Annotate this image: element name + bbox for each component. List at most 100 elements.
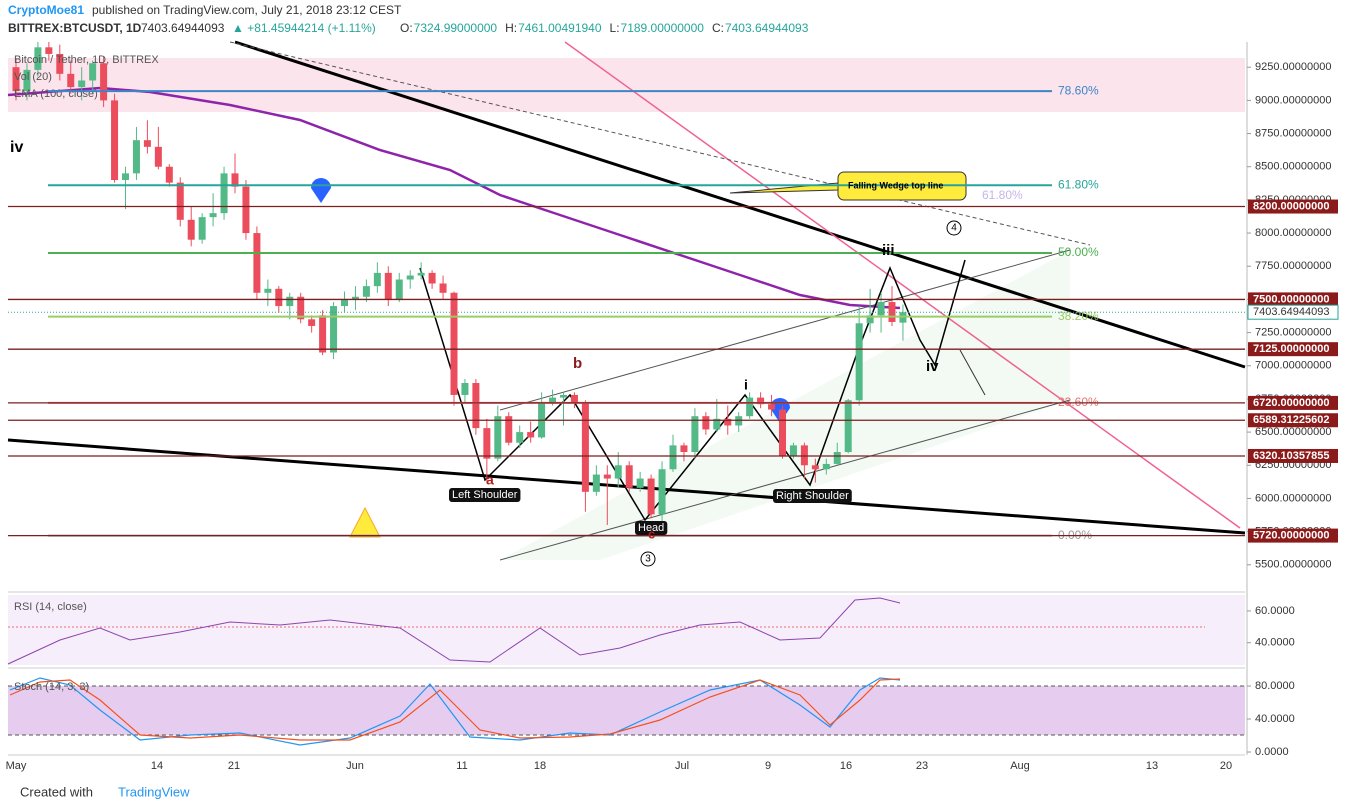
footer-brand[interactable]: TradingView xyxy=(118,784,190,799)
annotation: 61.80% xyxy=(982,188,1023,202)
level-label: 8200.00000000 xyxy=(1253,200,1329,212)
x-tick-label: Aug xyxy=(1010,760,1030,772)
candle-body xyxy=(560,394,567,398)
candle-body xyxy=(625,465,633,488)
annotation: i xyxy=(744,377,748,393)
candle-body xyxy=(439,283,447,293)
candle-body xyxy=(768,404,776,410)
change: ▲ +81.45944214 (+1.11%) xyxy=(232,21,376,35)
fib-label: 0.00% xyxy=(1058,528,1092,542)
candle-body xyxy=(220,173,228,214)
annotation-bg xyxy=(773,489,852,503)
candle-body xyxy=(12,67,20,92)
candle-body xyxy=(45,47,53,54)
channel-top xyxy=(499,249,1071,411)
candle-body xyxy=(811,465,819,470)
y-tick-label: 0.0000 xyxy=(1255,746,1289,758)
candle-body xyxy=(746,397,754,417)
candle-body xyxy=(373,272,381,287)
candle-body xyxy=(505,416,513,443)
fib-label: 61.80% xyxy=(1058,177,1099,191)
candle-body xyxy=(833,452,841,464)
y-tick-label: 80.0000 xyxy=(1255,680,1295,692)
wave-circle xyxy=(640,551,656,567)
stoch-d xyxy=(9,678,901,741)
published: published on TradingView.com, July 21, 2… xyxy=(92,3,402,17)
y-tick-label: 7750.00000000 xyxy=(1255,260,1331,272)
level-label: 6320.10357855 xyxy=(1253,450,1329,462)
current-label: 7403.64944093 xyxy=(1253,306,1329,318)
candle-body xyxy=(789,445,797,456)
level-box xyxy=(1248,448,1338,463)
candle-body xyxy=(614,465,622,479)
annotation: b xyxy=(573,355,582,372)
current-box xyxy=(1247,304,1339,320)
x-tick-label: Jun xyxy=(346,760,364,772)
candle-body xyxy=(351,296,359,300)
x-tick-label: 23 xyxy=(916,760,928,772)
candle-body xyxy=(111,100,119,180)
ohlc-value: 7189.00000000 xyxy=(621,21,705,35)
annotation: Right Shoulder xyxy=(776,490,849,502)
candle-body xyxy=(636,478,644,488)
author[interactable]: CryptoMoe81 xyxy=(8,3,84,17)
x-tick-label: 14 xyxy=(151,760,163,772)
ohlc-value: 7461.00491940 xyxy=(518,21,602,35)
candle-body xyxy=(100,63,108,101)
fib-label: 78.60% xyxy=(1058,83,1099,97)
y-tick-label: 6000.00000000 xyxy=(1255,492,1331,504)
candle-body xyxy=(395,279,403,300)
candle-body xyxy=(198,217,206,240)
level-label: 5720.00000000 xyxy=(1253,530,1329,542)
candle-body xyxy=(56,53,64,74)
level-box xyxy=(1248,199,1338,214)
candle-body xyxy=(78,80,86,88)
candle-body xyxy=(341,299,348,307)
rsi-pane xyxy=(8,595,1245,665)
x-tick-label: May xyxy=(6,760,27,772)
y-tick-label: 40.0000 xyxy=(1255,637,1295,649)
x-tick-label: 18 xyxy=(534,760,546,772)
candle-body xyxy=(472,383,480,429)
candle-body xyxy=(461,383,469,395)
y-tick-label: 9000.00000000 xyxy=(1255,94,1331,106)
candle-body xyxy=(450,292,458,395)
x-tick-label: 16 xyxy=(840,760,852,772)
candle-body xyxy=(67,73,75,88)
candle-body xyxy=(822,463,830,470)
candle-body xyxy=(330,306,338,353)
fib-label: 38.20% xyxy=(1058,309,1099,323)
candle-body xyxy=(417,272,425,276)
level-box xyxy=(1248,528,1338,543)
candle-body xyxy=(143,140,151,147)
channel-bottom xyxy=(499,399,1071,561)
wave-arrow xyxy=(959,349,986,396)
marker xyxy=(311,178,331,203)
level-box xyxy=(1248,292,1338,307)
candle-body xyxy=(680,445,688,453)
candle-body xyxy=(888,302,896,322)
legend-entry: Vol (20) xyxy=(14,71,52,83)
candle-body xyxy=(264,288,272,293)
candle-body xyxy=(231,173,239,187)
candle-body xyxy=(866,315,874,324)
candle-body xyxy=(647,478,655,515)
ema-line xyxy=(7,86,901,310)
candle-body xyxy=(691,416,699,453)
candle-body xyxy=(176,182,184,220)
wedge-top xyxy=(234,40,1246,369)
candle-body xyxy=(581,402,589,492)
candle-body xyxy=(122,173,129,180)
candle-body xyxy=(658,469,666,515)
candle-body xyxy=(406,275,414,280)
candle-body xyxy=(165,166,173,183)
stoch-k xyxy=(9,677,901,746)
legend-entry: Bitcoin / Tether, 1D, BITTREX xyxy=(14,54,159,66)
stoch-legend: Stoch (14, 3, 3) xyxy=(14,681,89,693)
symbol: BITTREX:BTCUSDT, 1D xyxy=(8,21,142,35)
candle-body xyxy=(702,416,710,430)
candle-body xyxy=(242,186,250,234)
level-box xyxy=(1248,395,1338,410)
warning-icon xyxy=(349,506,381,538)
